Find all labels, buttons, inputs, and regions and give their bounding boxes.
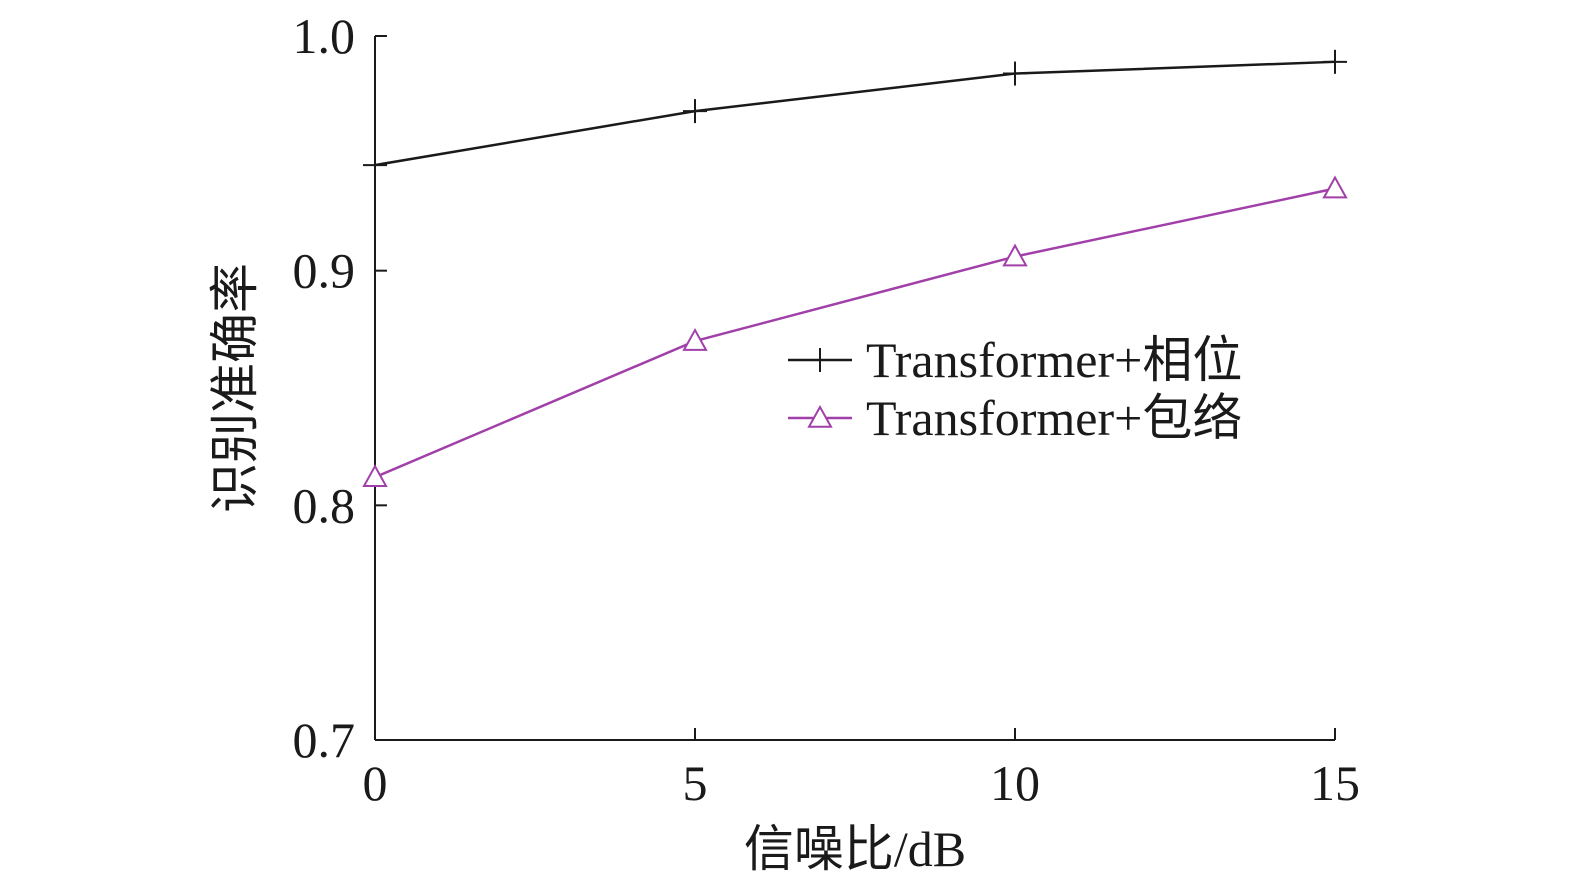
data-point <box>1322 175 1348 199</box>
series-layer <box>362 49 1348 487</box>
x-axis-title: 信噪比/dB <box>744 821 966 877</box>
legend-item: Transformer+包络 <box>788 390 1242 446</box>
data-point <box>682 328 708 351</box>
y-axis-title: 识别准确率 <box>207 263 263 513</box>
y-tick-label: 1.0 <box>293 8 356 64</box>
x-tick-label: 15 <box>1310 755 1360 811</box>
data-point <box>363 153 387 178</box>
data-point <box>683 99 707 124</box>
x-tick-label: 0 <box>363 755 388 811</box>
y-ticks: 0.7 0.8 0.9 1.0 <box>293 8 387 768</box>
legend-label: Transformer+相位 <box>866 332 1242 388</box>
y-tick-label: 0.9 <box>293 243 356 299</box>
x-tick-label: 5 <box>683 755 708 811</box>
series-line <box>374 60 1336 167</box>
legend-label: Transformer+包络 <box>866 390 1242 446</box>
legend-marker <box>808 348 832 372</box>
series-1 <box>363 49 1347 178</box>
data-point <box>1323 49 1347 74</box>
y-tick-label: 0.8 <box>293 477 356 533</box>
y-tick-label: 0.7 <box>293 712 356 768</box>
data-point <box>362 464 388 487</box>
data-point <box>1002 243 1028 267</box>
series-line <box>374 187 1336 479</box>
series-2 <box>362 175 1348 487</box>
x-tick-label: 10 <box>990 755 1040 811</box>
data-point <box>1003 61 1027 86</box>
legend-item: Transformer+相位 <box>788 332 1242 388</box>
x-ticks: 0 5 10 15 <box>363 728 1360 811</box>
legend-marker <box>807 404 833 428</box>
